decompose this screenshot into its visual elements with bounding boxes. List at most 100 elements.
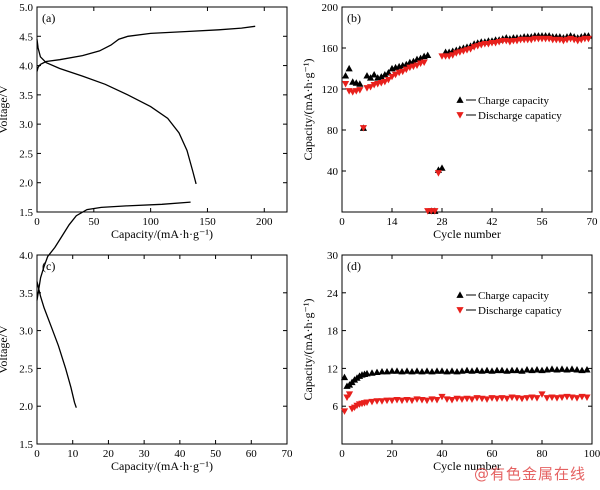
x-axis-label: Capacity/(mA·h·g⁻¹)	[111, 227, 213, 241]
charge-point	[568, 365, 576, 372]
y-tick-label: 6	[333, 401, 339, 413]
discharge-point	[423, 397, 431, 405]
charge-point	[498, 366, 506, 374]
charge-point	[523, 366, 531, 373]
discharge-curve	[36, 281, 77, 408]
charge-point	[433, 367, 441, 374]
y-axis-label: Voltage/V	[0, 325, 10, 374]
discharge-point	[568, 394, 576, 401]
discharge-point	[453, 395, 461, 403]
discharge-point	[443, 396, 451, 403]
x-tick-label: 0	[339, 216, 345, 228]
discharge-point	[523, 395, 531, 402]
panel-d: 0 20 40 60 80 100 6 12 18 24 30 Cycle number Capacit…	[301, 250, 600, 473]
y-tick-label: 3.5	[19, 288, 33, 300]
watermark: @有色金属在线	[473, 465, 586, 483]
discharge-point	[578, 393, 586, 401]
legend-label: Charge capacity	[478, 95, 549, 107]
x-tick-label: 0	[34, 216, 40, 228]
y-tick-label: 2.5	[19, 148, 33, 160]
y-tick-label: 4.0	[19, 250, 33, 262]
discharge-point	[391, 71, 400, 79]
discharge-point	[493, 395, 501, 403]
discharge-point	[533, 395, 541, 402]
discharge-point	[434, 170, 443, 177]
discharge-point	[408, 397, 416, 405]
discharge-point	[478, 395, 486, 403]
x-tick-label: 28	[437, 216, 449, 228]
charge-point	[533, 366, 541, 373]
x-axis-label: Capacity/(mA·h·g⁻¹)	[111, 459, 213, 473]
discharge-curve	[36, 39, 197, 185]
discharge-point	[543, 395, 551, 402]
charge-point	[373, 368, 381, 376]
panel-label: (b)	[347, 11, 361, 25]
charge-point	[428, 367, 436, 375]
charge-point	[356, 80, 364, 87]
discharge-point	[413, 396, 421, 403]
discharge-point	[431, 208, 439, 215]
x-tick-label: 20	[103, 448, 115, 460]
x-tick-label: 60	[487, 448, 499, 460]
charge-point	[423, 367, 431, 374]
x-tick-label: 20	[387, 448, 399, 460]
charge-point	[493, 366, 501, 374]
panel-label: (a)	[42, 11, 55, 25]
panel-a: 0 50 100 150 200 1.5 2.0 2.5 3.0 3.5 4.0 4.5 5.0 Capa…	[0, 2, 288, 241]
charge-point	[366, 74, 375, 81]
charge-point	[463, 366, 471, 374]
discharge-point	[558, 394, 566, 401]
charge-point	[488, 367, 496, 374]
charge-point	[377, 73, 385, 80]
legend-marker	[456, 307, 464, 314]
charge-point	[363, 369, 371, 377]
legend-label: Charge capacity	[478, 290, 549, 302]
discharge-point	[393, 397, 401, 404]
discharge-point	[359, 125, 368, 132]
charge-point	[438, 367, 446, 374]
charge-point	[578, 366, 586, 374]
charge-point	[478, 367, 486, 374]
charge-point	[341, 72, 350, 79]
discharge-point	[340, 408, 349, 415]
charge-point	[443, 367, 451, 375]
discharge-point	[366, 84, 375, 91]
x-tick-label: 56	[537, 216, 549, 228]
discharge-point	[508, 394, 516, 401]
charge-point	[538, 366, 546, 374]
charge-point	[453, 367, 461, 375]
discharge-point	[373, 398, 381, 405]
discharge-point	[468, 396, 476, 403]
y-tick-label: 2.0	[19, 401, 33, 413]
discharge-point	[584, 35, 593, 43]
y-tick-label: 4.0	[19, 61, 33, 73]
charge-point	[381, 71, 389, 78]
y-tick-label: 2.5	[19, 363, 33, 375]
charge-point	[553, 366, 561, 373]
y-tick-label: 4.5	[19, 31, 33, 43]
discharge-point	[463, 395, 471, 403]
charge-point	[508, 366, 516, 374]
x-tick-label: 100	[584, 448, 600, 460]
x-tick-label: 0	[339, 448, 345, 460]
plot-frame	[36, 254, 288, 445]
legend-label: Discharge capaticy	[478, 110, 562, 122]
x-tick-label: 60	[246, 448, 258, 460]
x-tick-label: 70	[282, 448, 294, 460]
discharge-point	[488, 395, 496, 402]
charge-point	[393, 367, 401, 374]
charge-point	[438, 164, 446, 171]
charge-point	[388, 367, 396, 374]
panel-label: (d)	[347, 259, 361, 273]
plot-frame	[341, 254, 593, 445]
discharge-point	[399, 68, 407, 76]
y-tick-label: 24	[327, 288, 339, 300]
charge-point	[503, 367, 511, 374]
discharge-point	[341, 80, 350, 88]
x-tick-label: 70	[587, 216, 599, 228]
charge-point	[370, 71, 378, 78]
discharge-point	[498, 395, 506, 402]
discharge-point	[538, 391, 546, 398]
discharge-point	[483, 396, 491, 403]
discharge-point	[433, 397, 441, 404]
